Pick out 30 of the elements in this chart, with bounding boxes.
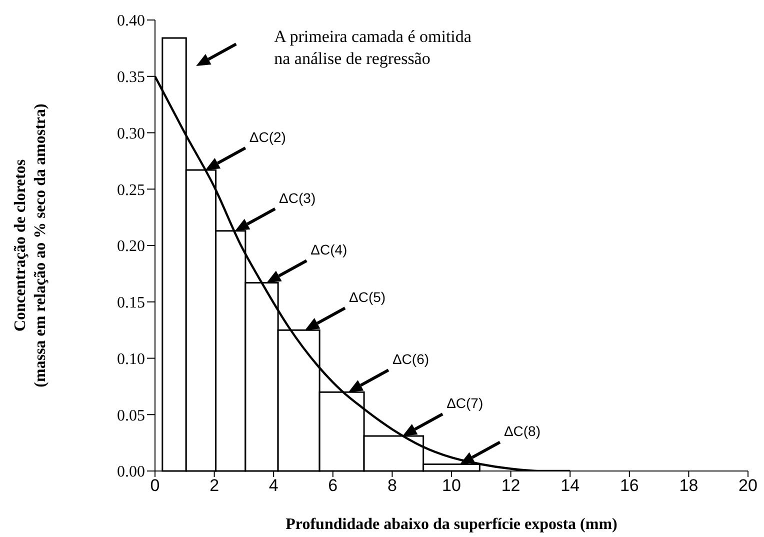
- x-tick-label: 20: [738, 476, 758, 496]
- x-tick-label: 6: [328, 476, 338, 496]
- annotation: ΔC(3): [279, 190, 316, 206]
- x-tick-label: 16: [620, 476, 639, 496]
- y-axis-title: Concentração de cloretos (massa em relação ao % seco da amostra): [12, 104, 49, 388]
- x-axis-title: Profundidade abaixo da superfície exposta (mm): [286, 516, 618, 533]
- x-tick-label: 14: [560, 476, 580, 496]
- x-tick-label: 12: [501, 476, 520, 496]
- y-tick-label: 0.15: [117, 294, 145, 312]
- annotation: ΔC(5): [349, 289, 386, 306]
- x-tick-label: 2: [210, 476, 220, 496]
- x-tick-label: 4: [268, 476, 278, 496]
- annotation: ΔC(4): [310, 242, 348, 258]
- annotation: ΔC(8): [504, 423, 541, 440]
- x-tick-label: 0: [150, 476, 160, 496]
- x-tick-label: 10: [442, 476, 461, 496]
- y-tick-label: 0.05: [117, 407, 145, 424]
- y-tick-label: 0.35: [117, 69, 145, 86]
- y-tick-label: 0.25: [117, 182, 145, 199]
- annotation: ΔC(2): [249, 128, 286, 145]
- y-tick-label: 0.00: [117, 464, 145, 481]
- y-tick-label: 0.20: [117, 238, 145, 256]
- x-tick-label: 18: [679, 476, 698, 496]
- annotation: A primeira camada é omitida na análise de regressão: [274, 27, 472, 68]
- y-tick-label: 0.30: [117, 125, 145, 142]
- y-tick-label: 0.40: [117, 12, 145, 30]
- y-tick-label: 0.10: [117, 350, 145, 368]
- annotation: ΔC(7): [446, 395, 484, 412]
- annotation: ΔC(6): [392, 351, 430, 368]
- x-tick-label: 8: [387, 476, 397, 496]
